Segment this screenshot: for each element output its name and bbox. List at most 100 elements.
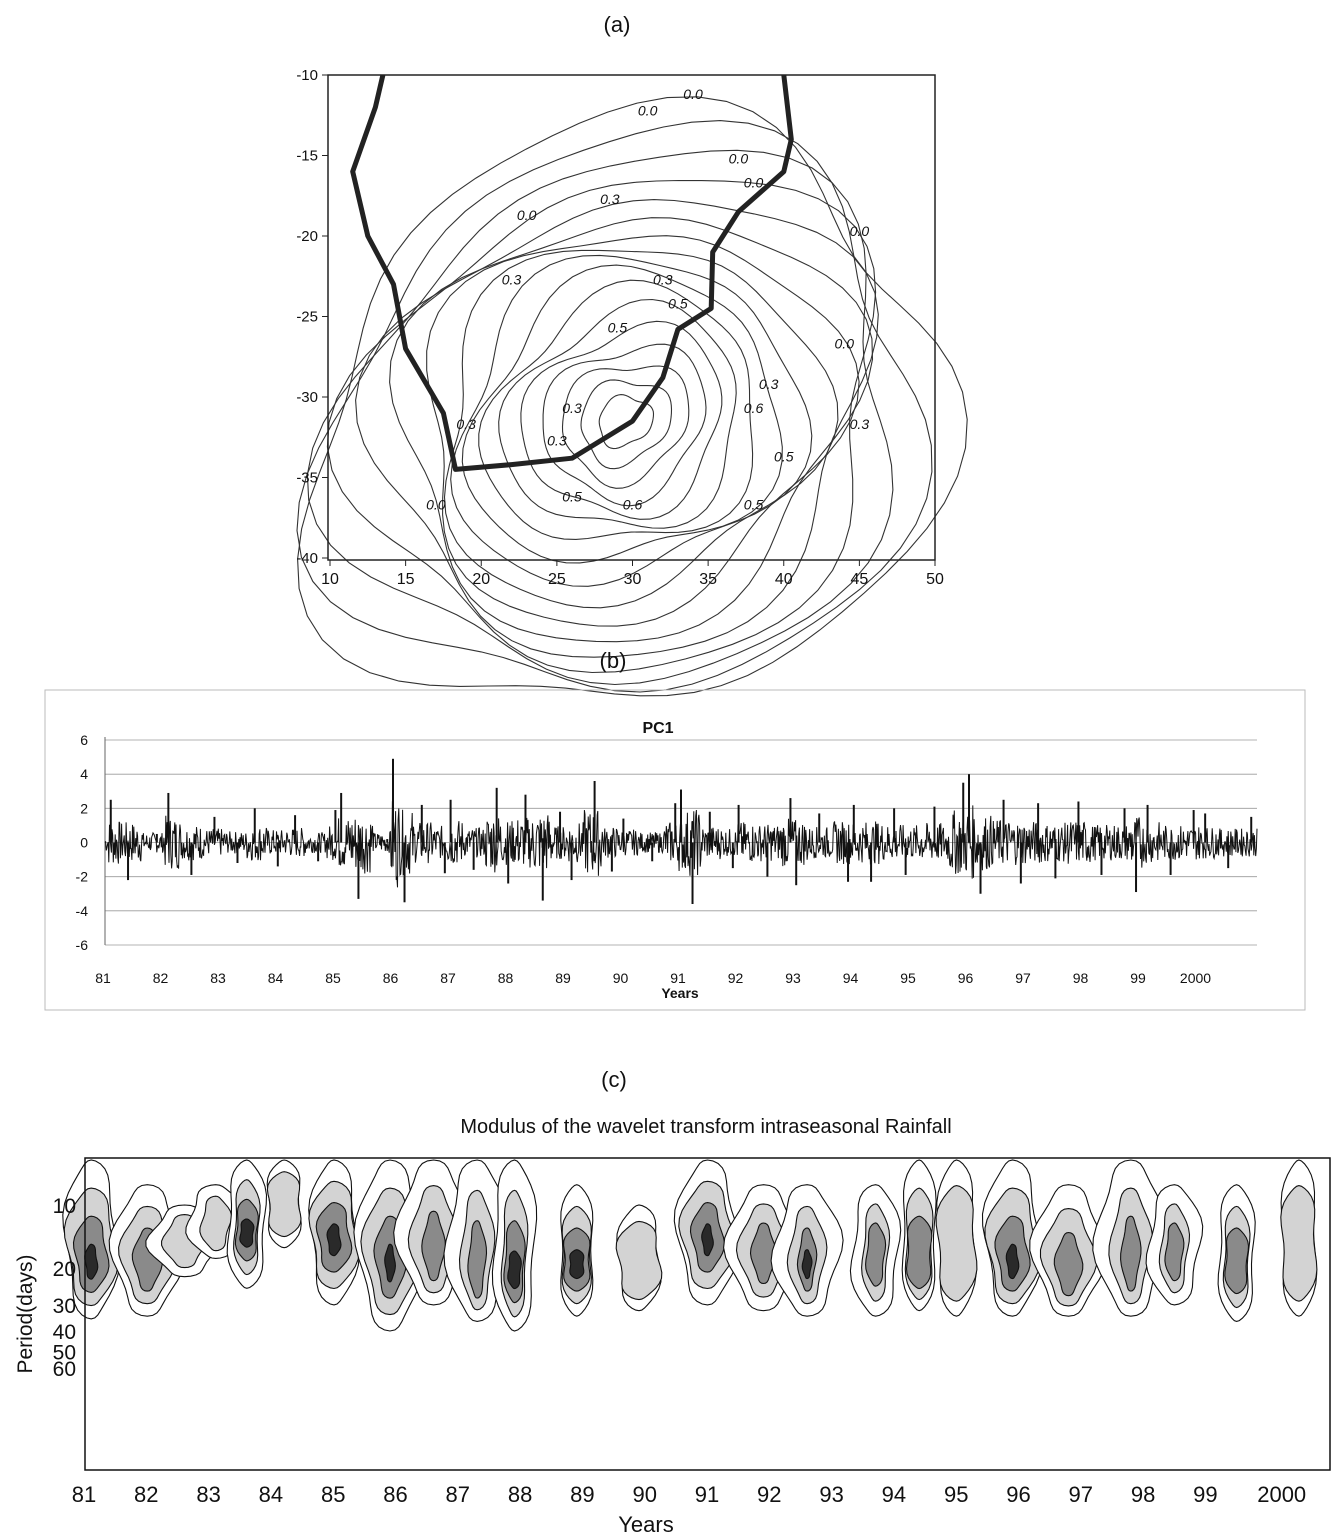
contour-label: 0.3 bbox=[759, 376, 779, 392]
y-tick-label: 50 bbox=[53, 1341, 76, 1364]
contour-label: 0.5 bbox=[608, 320, 628, 336]
x-tick-label: 89 bbox=[570, 1482, 594, 1507]
x-tick-label: 97 bbox=[1069, 1482, 1093, 1507]
y-tick-label: -30 bbox=[296, 389, 318, 406]
x-tick-label: 84 bbox=[259, 1482, 283, 1507]
panel-a-label: (a) bbox=[604, 12, 631, 37]
x-axis-ticks: 10 15 20 25 30 35 40 45 50 bbox=[321, 560, 944, 588]
wavelet-contour bbox=[1053, 1231, 1084, 1297]
x-tick-label: 50 bbox=[926, 571, 944, 588]
contour-label: 0.0 bbox=[744, 175, 764, 191]
wavelet-contour bbox=[1164, 1222, 1185, 1282]
y-tick-label: 6 bbox=[80, 732, 88, 748]
x-tick-label: 97 bbox=[1015, 970, 1031, 986]
x-tick-label: 95 bbox=[900, 970, 916, 986]
y-tick-label: -10 bbox=[296, 67, 318, 84]
chart-frame bbox=[44, 689, 1306, 1011]
x-tick-label: 91 bbox=[695, 1482, 719, 1507]
x-tick-label: 85 bbox=[321, 1482, 345, 1507]
y-tick-label: 4 bbox=[80, 766, 88, 782]
contour-line bbox=[461, 264, 783, 564]
y-tick-label: -25 bbox=[296, 309, 318, 326]
contour-line bbox=[443, 249, 839, 609]
x-tick-label: 89 bbox=[555, 970, 571, 986]
x-tick-label: 45 bbox=[850, 571, 868, 588]
x-tick-label: 88 bbox=[498, 970, 514, 986]
x-tick-label: 10 bbox=[321, 571, 339, 588]
x-tick-label: 87 bbox=[440, 970, 456, 986]
x-tick-label: 2000 bbox=[1180, 970, 1211, 986]
x-tick-label: 25 bbox=[548, 571, 566, 588]
x-tick-label: 40 bbox=[775, 571, 793, 588]
contour-label: 0.0 bbox=[683, 86, 703, 102]
contour-label: 0.3 bbox=[456, 416, 476, 432]
contour-line bbox=[580, 379, 673, 470]
wavelet-contour bbox=[421, 1210, 446, 1282]
contour-line bbox=[598, 394, 655, 450]
contour-label: 0.0 bbox=[638, 102, 658, 118]
x-tick-label: 88 bbox=[508, 1482, 532, 1507]
panel-a: (a) 0.0 0.0 0.0 0.0 0.0 0.0 0.0 0.0 0.3 0.3 0.3 0.3… bbox=[296, 12, 968, 697]
contour-line bbox=[306, 149, 894, 686]
x-tick-label: 30 bbox=[624, 571, 642, 588]
panel-b: (b) PC1 6 4 2 0 -2 -4 -6 81 82 83 84 85 86 87 88 89 90 9… bbox=[44, 648, 1306, 1011]
wavelet-contour bbox=[1120, 1215, 1142, 1292]
x-tick-label: 86 bbox=[383, 1482, 407, 1507]
wavelet-contour bbox=[749, 1222, 778, 1285]
x-tick-label: 82 bbox=[153, 970, 169, 986]
x-tick-label: 83 bbox=[196, 1482, 220, 1507]
contour-label: 0.5 bbox=[774, 448, 794, 464]
contour-label: 0.6 bbox=[623, 497, 643, 513]
x-tick-label: 81 bbox=[72, 1482, 96, 1507]
x-tick-label: 81 bbox=[95, 970, 111, 986]
y-tick-label: 2 bbox=[80, 800, 88, 816]
y-tick-label: -2 bbox=[76, 869, 89, 885]
x-tick-label: 91 bbox=[670, 970, 686, 986]
wavelet-contour bbox=[801, 1249, 813, 1280]
x-tick-label: 93 bbox=[819, 1482, 843, 1507]
wavelet-contour bbox=[326, 1223, 342, 1257]
x-tick-label: 99 bbox=[1130, 970, 1146, 986]
contour-line bbox=[297, 96, 968, 697]
y-tick-label: -35 bbox=[296, 470, 318, 487]
y-axis-label: Period(days) bbox=[14, 1254, 37, 1373]
y-axis-ticks: 6 4 2 0 -2 -4 -6 bbox=[76, 732, 89, 953]
contour-label: 0.3 bbox=[547, 432, 567, 448]
x-tick-label: 99 bbox=[1193, 1482, 1217, 1507]
chart-title: Modulus of the wavelet transform intrase… bbox=[460, 1116, 951, 1138]
contour-label: 0.3 bbox=[502, 271, 522, 287]
wavelet-contour bbox=[199, 1195, 233, 1252]
x-tick-label: 20 bbox=[472, 571, 490, 588]
x-axis-ticks: 81 82 83 84 85 86 87 88 89 90 91 92 93 94 95 96 97 98 99 20… bbox=[95, 970, 1211, 986]
panel-c: (c) Modulus of the wavelet transform int… bbox=[14, 1067, 1331, 1537]
x-tick-label: 82 bbox=[134, 1482, 158, 1507]
coastline bbox=[350, 74, 794, 472]
y-tick-label: 10 bbox=[53, 1195, 76, 1218]
contour-line bbox=[426, 235, 860, 627]
wavelet-blobs bbox=[62, 1159, 1318, 1332]
contour-label: 0.3 bbox=[562, 400, 582, 416]
y-tick-label: 40 bbox=[53, 1321, 76, 1344]
wavelet-contour bbox=[1224, 1227, 1250, 1295]
contour-line bbox=[498, 298, 737, 529]
contour-line bbox=[389, 217, 874, 643]
contour-label: 0.0 bbox=[517, 207, 537, 223]
contour-label: 0.0 bbox=[835, 336, 855, 352]
x-tick-label: 94 bbox=[882, 1482, 906, 1507]
x-tick-label: 35 bbox=[699, 571, 717, 588]
wavelet-contour bbox=[905, 1215, 933, 1290]
x-axis-ticks: 81 82 83 84 85 86 87 88 89 90 91 92 93 94 95 96 97 98 99 20… bbox=[72, 1482, 1306, 1507]
x-tick-label: 98 bbox=[1131, 1482, 1155, 1507]
pc1-series bbox=[104, 758, 1258, 904]
y-tick-label: -6 bbox=[76, 937, 89, 953]
contour-line bbox=[326, 179, 877, 674]
y-tick-label: 30 bbox=[53, 1295, 76, 1318]
contour-label: 0.0 bbox=[426, 497, 446, 513]
y-tick-label: -40 bbox=[296, 550, 318, 567]
contour-line bbox=[478, 279, 754, 540]
x-tick-label: 93 bbox=[785, 970, 801, 986]
contour-label: 0.6 bbox=[744, 400, 764, 416]
x-tick-label: 90 bbox=[632, 1482, 656, 1507]
contour-label: 0.0 bbox=[729, 151, 749, 167]
